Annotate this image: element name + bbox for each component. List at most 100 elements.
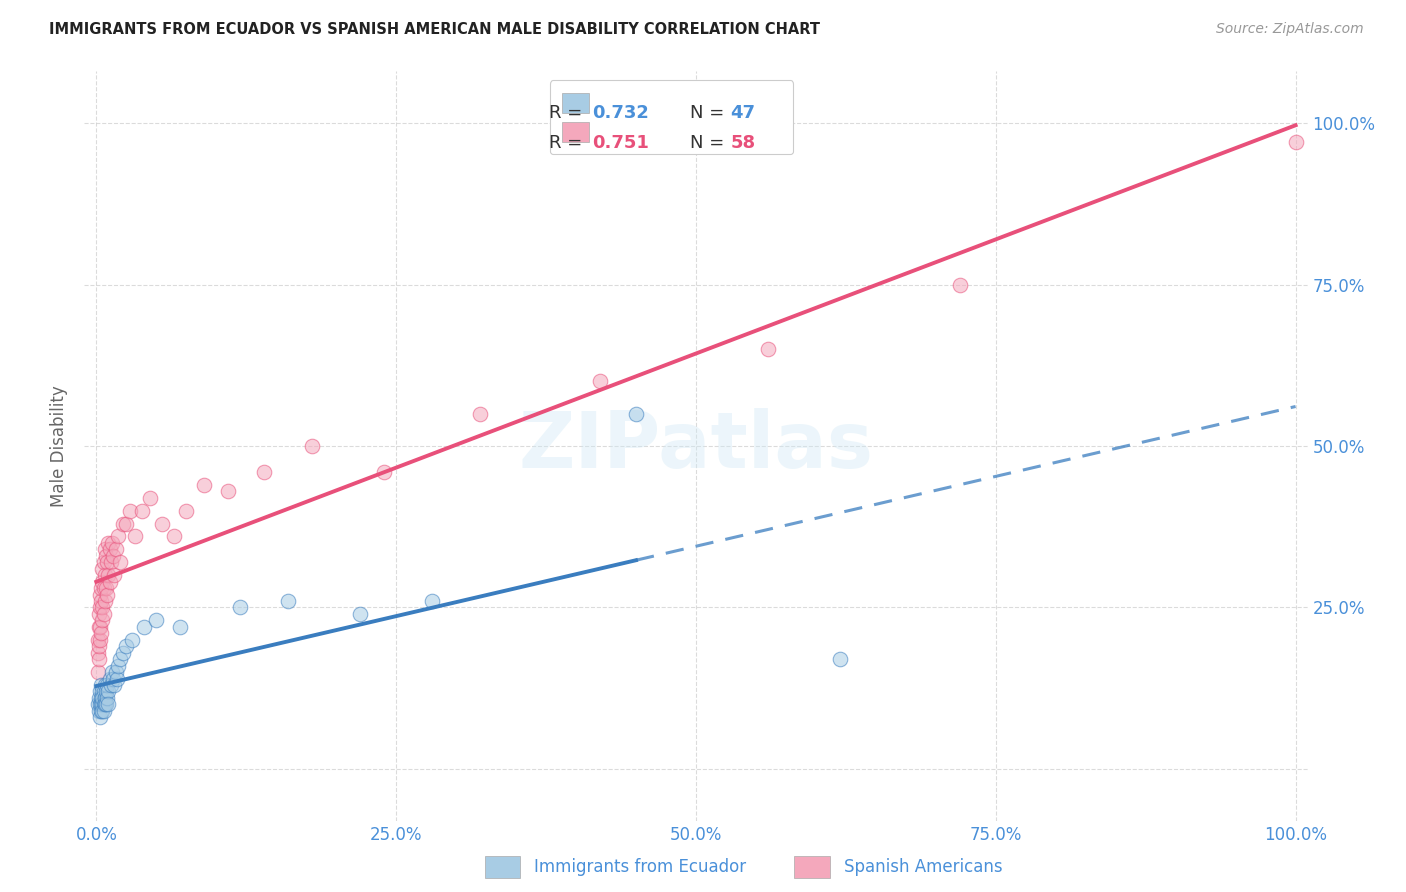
Point: [624, 407, 647, 421]
Point: [110, 555, 132, 569]
Point: [90, 581, 112, 595]
Point: [98, 542, 121, 557]
Point: [139, 491, 162, 505]
Point: [87, 704, 110, 718]
Point: [96, 690, 118, 705]
Text: ZIPatlas: ZIPatlas: [519, 408, 873, 484]
Text: R =: R =: [550, 134, 588, 152]
Point: [105, 672, 128, 686]
Text: N =: N =: [690, 103, 730, 121]
Point: [98, 672, 121, 686]
Text: R =: R =: [550, 103, 588, 121]
Point: [98, 574, 121, 589]
Point: [420, 594, 443, 608]
Point: [91, 698, 114, 712]
Point: [94, 549, 117, 563]
Point: [89, 620, 111, 634]
Point: [373, 465, 395, 479]
Point: [86, 698, 108, 712]
Point: [93, 607, 115, 621]
Text: Spanish Americans: Spanish Americans: [844, 858, 1002, 876]
Point: [174, 503, 197, 517]
Point: [121, 632, 143, 647]
Point: [94, 684, 117, 698]
Legend:   R = 0.732   N = 47,   R = 0.751   N = 58: R = 0.732 N = 47, R = 0.751 N = 58: [550, 80, 793, 154]
Point: [111, 646, 134, 660]
Point: [91, 574, 114, 589]
Point: [90, 594, 112, 608]
Point: [91, 704, 114, 718]
Point: [110, 652, 132, 666]
Point: [93, 555, 115, 569]
Point: [253, 465, 276, 479]
Point: [193, 477, 215, 491]
Point: [104, 542, 127, 557]
Point: [93, 678, 117, 692]
Point: [94, 581, 117, 595]
Point: [124, 529, 146, 543]
Point: [115, 516, 138, 531]
Point: [150, 516, 173, 531]
Point: [468, 407, 491, 421]
Point: [94, 698, 117, 712]
Point: [93, 581, 115, 595]
Point: [93, 594, 117, 608]
Point: [589, 375, 612, 389]
Text: 58: 58: [730, 134, 755, 152]
Text: Source: ZipAtlas.com: Source: ZipAtlas.com: [1216, 22, 1364, 37]
Point: [87, 607, 110, 621]
Point: [1284, 136, 1306, 150]
Point: [101, 549, 124, 563]
Point: [87, 690, 110, 705]
Point: [91, 690, 114, 705]
Point: [277, 594, 299, 608]
Point: [96, 678, 118, 692]
Point: [91, 614, 114, 628]
Text: 47: 47: [730, 103, 755, 121]
Point: [134, 620, 156, 634]
Point: [217, 484, 239, 499]
Point: [87, 620, 110, 634]
Point: [89, 632, 111, 647]
Text: Immigrants from Ecuador: Immigrants from Ecuador: [534, 858, 747, 876]
Point: [131, 503, 153, 517]
Point: [107, 658, 129, 673]
Point: [89, 684, 111, 698]
Point: [90, 704, 112, 718]
Point: [100, 678, 122, 692]
Point: [229, 600, 252, 615]
Text: 0.732: 0.732: [592, 103, 650, 121]
Point: [90, 678, 112, 692]
Point: [756, 342, 779, 356]
Text: N =: N =: [690, 134, 730, 152]
Point: [949, 277, 972, 292]
Point: [145, 614, 167, 628]
Point: [100, 555, 122, 569]
Point: [90, 626, 112, 640]
Point: [96, 588, 118, 602]
Point: [93, 698, 117, 712]
Point: [89, 710, 111, 724]
Point: [97, 536, 120, 550]
Y-axis label: Male Disability: Male Disability: [51, 385, 69, 507]
Point: [97, 698, 120, 712]
Point: [89, 698, 111, 712]
Text: 0.751: 0.751: [592, 134, 650, 152]
Point: [93, 542, 117, 557]
Point: [96, 555, 118, 569]
Point: [101, 536, 124, 550]
Point: [301, 439, 323, 453]
Point: [163, 529, 186, 543]
Point: [91, 600, 114, 615]
Point: [97, 684, 120, 698]
Point: [103, 678, 125, 692]
Point: [118, 503, 141, 517]
Point: [349, 607, 371, 621]
Point: [828, 652, 851, 666]
Text: IMMIGRANTS FROM ECUADOR VS SPANISH AMERICAN MALE DISABILITY CORRELATION CHART: IMMIGRANTS FROM ECUADOR VS SPANISH AMERI…: [49, 22, 820, 37]
Point: [101, 665, 124, 679]
Point: [86, 665, 108, 679]
Point: [90, 698, 112, 712]
Point: [93, 704, 115, 718]
Point: [115, 639, 138, 653]
